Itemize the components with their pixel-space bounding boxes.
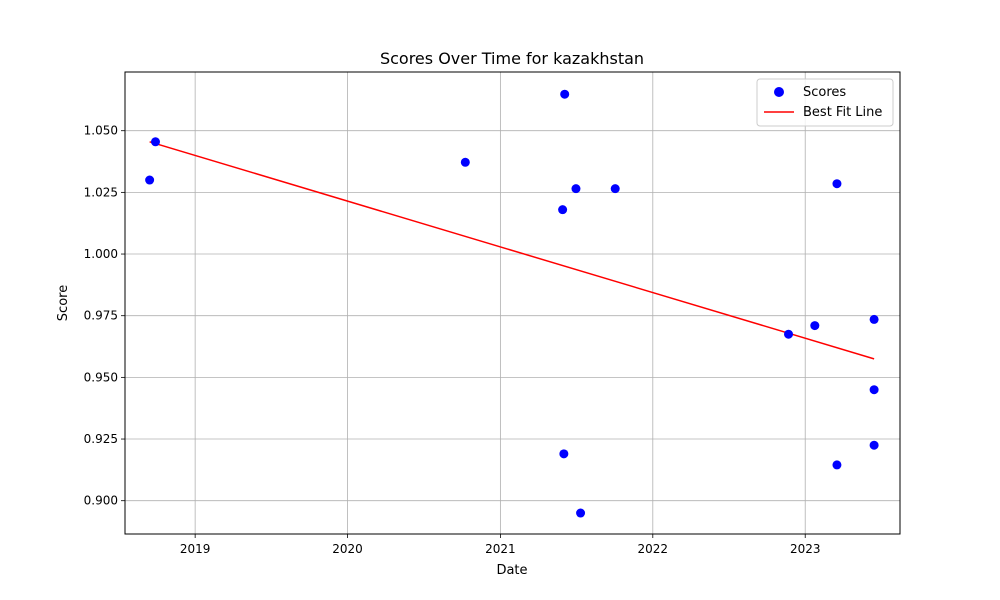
score-point bbox=[460, 157, 470, 167]
score-point bbox=[576, 508, 586, 518]
score-point bbox=[810, 321, 820, 331]
x-axis-label: Date bbox=[496, 563, 527, 578]
best-fit-layer bbox=[149, 141, 875, 360]
legend: Scores Best Fit Line bbox=[756, 78, 894, 127]
plot-area-frame bbox=[124, 71, 901, 535]
score-point bbox=[145, 175, 155, 185]
x-axis-ticks: 2019 2020 2021 2022 2023 bbox=[180, 534, 821, 556]
legend-label-best-fit: Best Fit Line bbox=[803, 105, 882, 120]
y-tick-label: 1.000 bbox=[84, 247, 118, 261]
score-point bbox=[832, 179, 842, 189]
y-tick-label: 1.025 bbox=[84, 185, 118, 199]
y-tick-label: 1.050 bbox=[84, 124, 118, 138]
x-tick-label: 2021 bbox=[485, 542, 516, 556]
y-axis-label: Score bbox=[56, 285, 71, 321]
x-tick-label: 2019 bbox=[180, 542, 211, 556]
score-point bbox=[869, 440, 879, 450]
y-tick-label: 0.975 bbox=[84, 309, 118, 323]
x-tick-label: 2020 bbox=[332, 542, 363, 556]
y-axis-ticks: 0.900 0.925 0.950 0.975 1.000 1.025 1.050 bbox=[84, 124, 125, 508]
legend-marker-scores bbox=[774, 87, 784, 97]
legend-box bbox=[756, 78, 894, 127]
score-point bbox=[558, 205, 568, 215]
y-tick-label: 0.925 bbox=[84, 432, 118, 446]
score-point bbox=[832, 460, 842, 470]
score-point bbox=[150, 137, 160, 147]
score-point bbox=[869, 314, 879, 324]
score-point bbox=[559, 449, 569, 459]
y-tick-label: 0.900 bbox=[84, 494, 118, 508]
best-fit-line bbox=[149, 141, 875, 360]
score-point bbox=[571, 184, 581, 194]
chart-title: Scores Over Time for kazakhstan bbox=[380, 49, 644, 68]
score-point bbox=[560, 89, 570, 99]
score-point bbox=[610, 184, 620, 194]
score-point bbox=[869, 385, 879, 395]
legend-label-scores: Scores bbox=[803, 85, 846, 100]
y-tick-label: 0.950 bbox=[84, 370, 118, 384]
x-tick-label: 2023 bbox=[790, 542, 821, 556]
score-point bbox=[784, 329, 794, 339]
grid-lines bbox=[125, 72, 900, 534]
x-tick-label: 2022 bbox=[638, 542, 669, 556]
scatter-points bbox=[145, 89, 879, 518]
